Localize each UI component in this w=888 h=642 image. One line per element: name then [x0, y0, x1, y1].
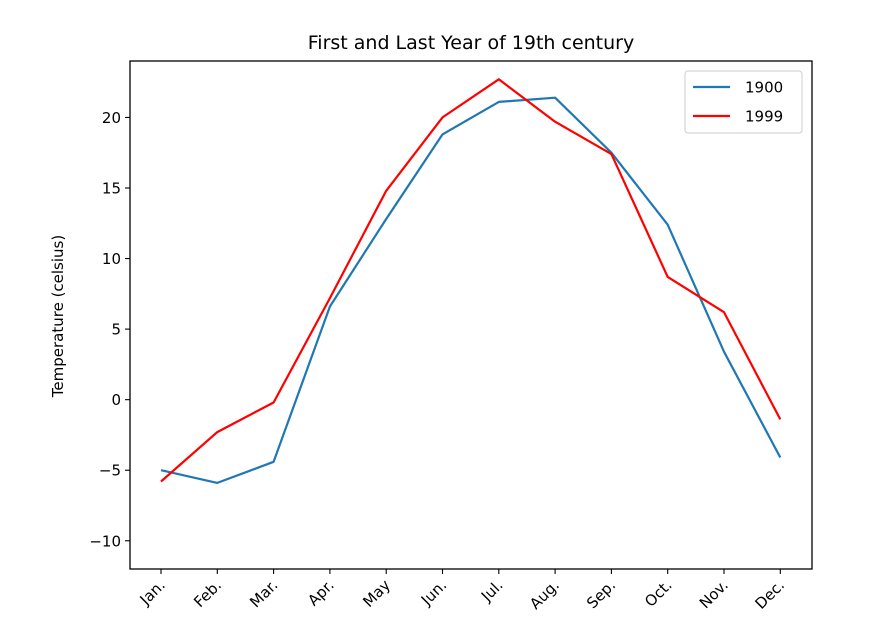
- series-layer: [160, 78, 782, 484]
- y-tick-label: 10: [102, 250, 121, 268]
- x-tick-label: Feb.: [190, 576, 225, 611]
- x-tick-label: Nov.: [696, 576, 732, 612]
- x-tick-label: Aug.: [526, 576, 563, 613]
- x-tick-label: Dec.: [752, 576, 789, 613]
- x-tick-label: May: [359, 576, 394, 611]
- x-tick-label: Jul.: [477, 576, 507, 606]
- legend-label-1900: 1900: [745, 79, 783, 97]
- x-tick-label: Sep.: [583, 576, 619, 612]
- x-tick-label: Apr.: [304, 576, 337, 609]
- y-tick-label: −10: [89, 532, 121, 550]
- series-line-1900: [160, 96, 782, 484]
- x-tick-label: Mar.: [246, 576, 281, 611]
- x-tick-label: Jun.: [417, 576, 450, 609]
- y-tick-label: 20: [102, 109, 121, 127]
- x-tick-label: Oct.: [641, 576, 675, 610]
- y-tick-label: −5: [99, 462, 121, 480]
- y-tick-label: 15: [102, 180, 121, 198]
- series-line-1999: [160, 78, 782, 483]
- y-tick-label: 5: [111, 321, 121, 339]
- legend-box: [684, 70, 803, 134]
- plot-frame: [129, 60, 813, 570]
- y-axis-label: Temperature (celsius): [49, 235, 67, 398]
- legend-label-1999: 1999: [745, 108, 783, 126]
- chart-title: First and Last Year of 19th century: [308, 32, 634, 54]
- x-axis-ticks: Jan. Feb. Mar. Apr. May Jun. Jul. Aug. Sep. Oct. N…: [136, 569, 788, 613]
- y-tick-label: 0: [111, 391, 121, 409]
- y-axis-ticks: −10 −5 0 5 10 15 20: [89, 109, 130, 550]
- x-tick-label: Jan.: [136, 576, 169, 609]
- legend: 1900 1999: [684, 70, 803, 134]
